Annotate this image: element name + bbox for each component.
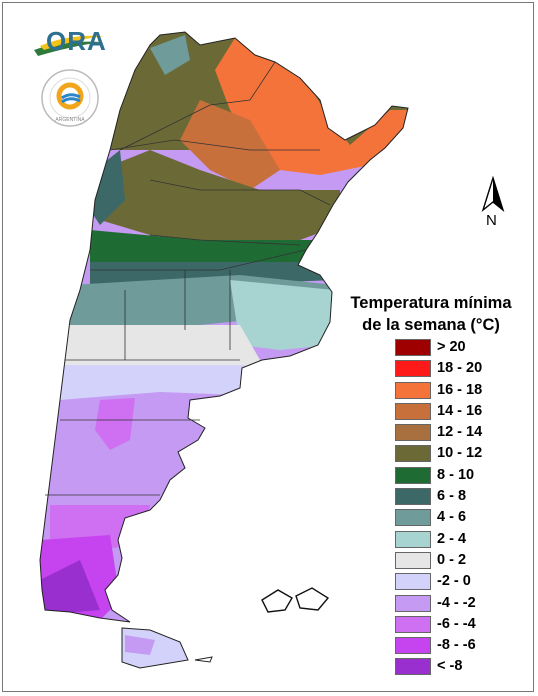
legend-swatch bbox=[395, 637, 431, 655]
legend-swatch bbox=[395, 466, 431, 484]
south-georgia-island bbox=[194, 656, 213, 663]
legend-swatch bbox=[395, 381, 431, 399]
legend-swatch bbox=[395, 402, 431, 420]
agency-seal-logo: ARGENTINA bbox=[41, 69, 99, 127]
legend-title-line1: Temperatura mínima bbox=[350, 294, 512, 312]
ora-logo-text: ORA bbox=[46, 26, 107, 56]
legend-swatch bbox=[395, 615, 431, 633]
legend-label: < -8 bbox=[437, 658, 463, 675]
legend-title-line2: de la semana (°C) bbox=[362, 316, 500, 334]
north-arrow-icon bbox=[481, 176, 505, 212]
legend-swatch bbox=[395, 339, 431, 356]
legend-swatch bbox=[395, 573, 431, 591]
province-borders bbox=[45, 61, 331, 496]
malvinas-islands bbox=[261, 587, 330, 613]
legend-label: -2 - 0 bbox=[437, 573, 471, 590]
legend-label: > 20 bbox=[437, 339, 466, 355]
legend-label: -4 - -2 bbox=[437, 594, 476, 611]
legend-title: Temperatura mínima de la semana (°C) bbox=[338, 292, 524, 336]
legend-swatch bbox=[395, 658, 431, 676]
legend-swatch bbox=[395, 594, 431, 612]
legend-label: 18 - 20 bbox=[437, 360, 483, 377]
legend-swatch bbox=[395, 360, 431, 378]
legend-swatch bbox=[395, 424, 431, 442]
legend-label: -6 - -4 bbox=[437, 615, 476, 632]
ora-logo-graphic bbox=[34, 35, 104, 56]
legend-label: 4 - 6 bbox=[437, 509, 467, 526]
legend-swatch bbox=[395, 509, 431, 527]
legend-label: 6 - 8 bbox=[437, 488, 467, 505]
legend-swatch bbox=[395, 445, 431, 463]
legend-label: 2 - 4 bbox=[437, 530, 467, 547]
tierra-del-fuego bbox=[121, 627, 189, 669]
north-label: N bbox=[486, 212, 497, 229]
legend-swatch bbox=[395, 530, 431, 548]
legend-label: -8 - -6 bbox=[437, 637, 476, 654]
legend-label: 16 - 18 bbox=[437, 381, 483, 398]
legend-label: 14 - 16 bbox=[437, 402, 483, 419]
agency-seal-text: ARGENTINA bbox=[55, 117, 85, 123]
legend-swatch bbox=[395, 488, 431, 506]
legend-label: 12 - 14 bbox=[437, 424, 483, 441]
legend-label: 8 - 10 bbox=[437, 466, 475, 483]
legend-label: 0 - 2 bbox=[437, 551, 467, 568]
legend-label: 10 - 12 bbox=[437, 445, 483, 462]
legend-swatch bbox=[395, 551, 431, 569]
